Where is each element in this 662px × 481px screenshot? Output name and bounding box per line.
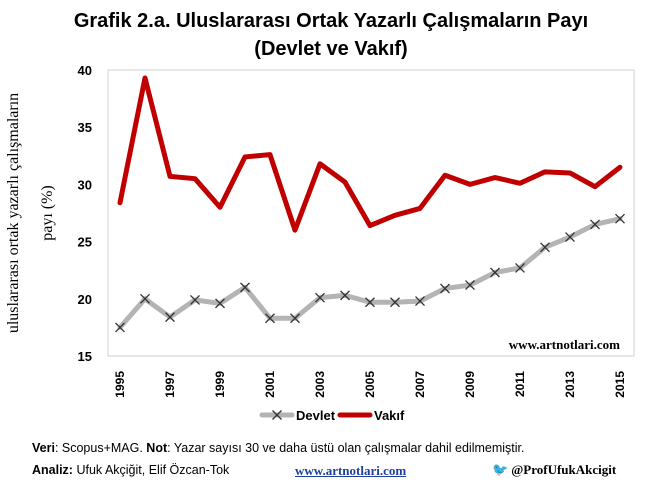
data-point-devlet-2007	[415, 296, 425, 307]
data-point-devlet-2015	[615, 213, 625, 224]
twitter-handle[interactable]: 🐦 @ProfUfukAkcigit	[492, 462, 616, 478]
data-point-devlet-2001	[265, 313, 275, 324]
data-point-devlet-2003	[315, 292, 325, 303]
plot-area-border	[107, 69, 635, 357]
x-tick-label-1995: 1995	[113, 371, 127, 398]
data-point-devlet-2012	[540, 242, 550, 253]
footer-analysis: Analiz: Ufuk Akçiğit, Elif Özcan-Tok	[32, 463, 229, 477]
data-point-devlet-1995	[115, 322, 125, 333]
not-text: : Yazar sayısı 30 ve daha üstü olan çalı…	[167, 441, 525, 455]
y-tick-label-30: 30	[78, 177, 92, 192]
y-axis: 15 20 25 30 35 40	[78, 63, 92, 364]
x-tick-label-2007: 2007	[413, 371, 427, 398]
legend-marker-devlet	[272, 410, 282, 420]
x-tick-label-2003: 2003	[313, 371, 327, 398]
legend: Devlet Vakıf	[259, 408, 405, 423]
chart-subtitle: (Devlet ve Vakıf)	[254, 38, 408, 60]
data-point-devlet-2005	[365, 297, 375, 308]
x-tick-label-2005: 2005	[363, 371, 377, 398]
data-point-devlet-2006	[390, 297, 400, 308]
analiz-label: Analiz:	[32, 463, 73, 477]
x-tick-label-2015: 2015	[613, 371, 627, 398]
data-point-devlet-2008	[440, 283, 450, 294]
twitter-icon: 🐦	[492, 462, 509, 477]
series-line-vakıf	[117, 75, 623, 233]
y-axis-label-line1: uluslararası ortak yazarlı çalışmaların	[5, 93, 22, 333]
twitter-handle-text: @ProfUfukAkcigit	[511, 462, 617, 477]
chart-title: Grafik 2.a. Uluslararası Ortak Yazarlı Ç…	[73, 10, 589, 32]
series-line-devlet	[117, 216, 623, 330]
legend-label-devlet: Devlet	[296, 408, 336, 423]
y-tick-label-40: 40	[78, 63, 92, 78]
data-point-devlet-1996	[140, 293, 150, 304]
data-point-devlet-2014	[590, 219, 600, 230]
x-tick-label-2009: 2009	[463, 371, 477, 398]
veri-text: : Scopus+MAG.	[54, 441, 147, 455]
data-point-devlet-2004	[340, 290, 350, 301]
data-point-devlet-1999	[215, 298, 225, 309]
website-link[interactable]: www.artnotlari.com	[295, 463, 407, 478]
data-point-devlet-1997	[165, 312, 175, 323]
data-point-devlet-2002	[290, 313, 300, 324]
x-tick-label-1999: 1999	[213, 371, 227, 398]
y-tick-label-20: 20	[78, 292, 92, 307]
legend-label-vakıf: Vakıf	[374, 408, 405, 423]
y-tick-label-15: 15	[78, 349, 92, 364]
watermark: www.artnotlari.com	[509, 337, 620, 352]
data-point-devlet-2011	[515, 262, 525, 273]
y-tick-label-25: 25	[78, 235, 92, 250]
x-axis: 1995 1997 1999 2001 2003 2005 2007 2009 2011 2013…	[113, 371, 627, 398]
x-tick-label-2013: 2013	[563, 371, 577, 398]
y-tick-label-35: 35	[78, 120, 92, 135]
data-point-devlet-2000	[240, 282, 250, 293]
data-point-devlet-2013	[565, 232, 575, 242]
x-tick-label-2001: 2001	[263, 371, 277, 398]
x-tick-label-1997: 1997	[163, 371, 177, 398]
analiz-text: Ufuk Akçiğit, Elif Özcan-Tok	[72, 463, 230, 477]
veri-label: Veri	[32, 441, 55, 455]
not-label: Not	[146, 441, 168, 455]
data-point-devlet-2009	[465, 280, 475, 291]
footer-source: Veri: Scopus+MAG. Not: Yazar sayısı 30 v…	[32, 441, 524, 455]
data-point-devlet-2010	[490, 267, 500, 278]
data-point-devlet-1998	[190, 294, 200, 305]
y-axis-label-line2: payı (%)	[39, 185, 56, 241]
series-lines	[115, 75, 625, 333]
x-tick-label-2011: 2011	[513, 371, 527, 397]
